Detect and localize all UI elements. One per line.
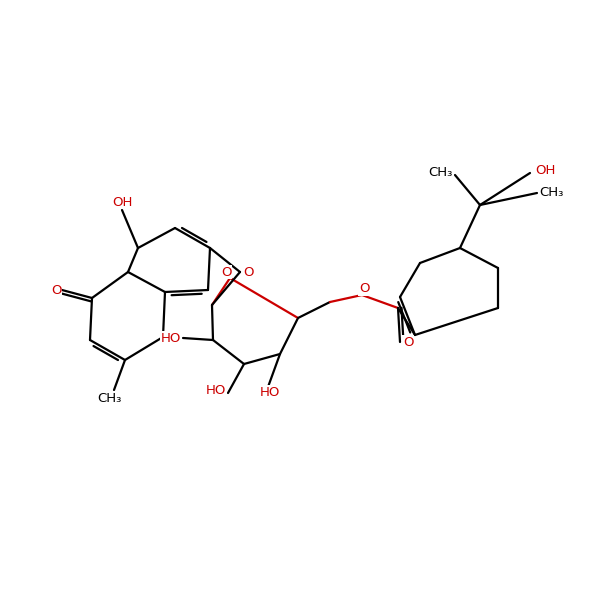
- Text: HO: HO: [260, 385, 280, 398]
- Text: CH₃: CH₃: [428, 166, 453, 179]
- Text: O: O: [165, 334, 175, 346]
- Text: O: O: [221, 265, 231, 278]
- Text: CH₃: CH₃: [539, 187, 563, 199]
- Text: CH₃: CH₃: [97, 391, 121, 404]
- Text: O: O: [243, 265, 253, 278]
- Text: OH: OH: [112, 196, 132, 208]
- Text: OH: OH: [535, 164, 556, 178]
- Text: O: O: [403, 335, 413, 349]
- Text: O: O: [359, 283, 369, 295]
- Text: O: O: [51, 283, 61, 296]
- Text: HO: HO: [206, 385, 226, 397]
- Text: HO: HO: [161, 331, 181, 344]
